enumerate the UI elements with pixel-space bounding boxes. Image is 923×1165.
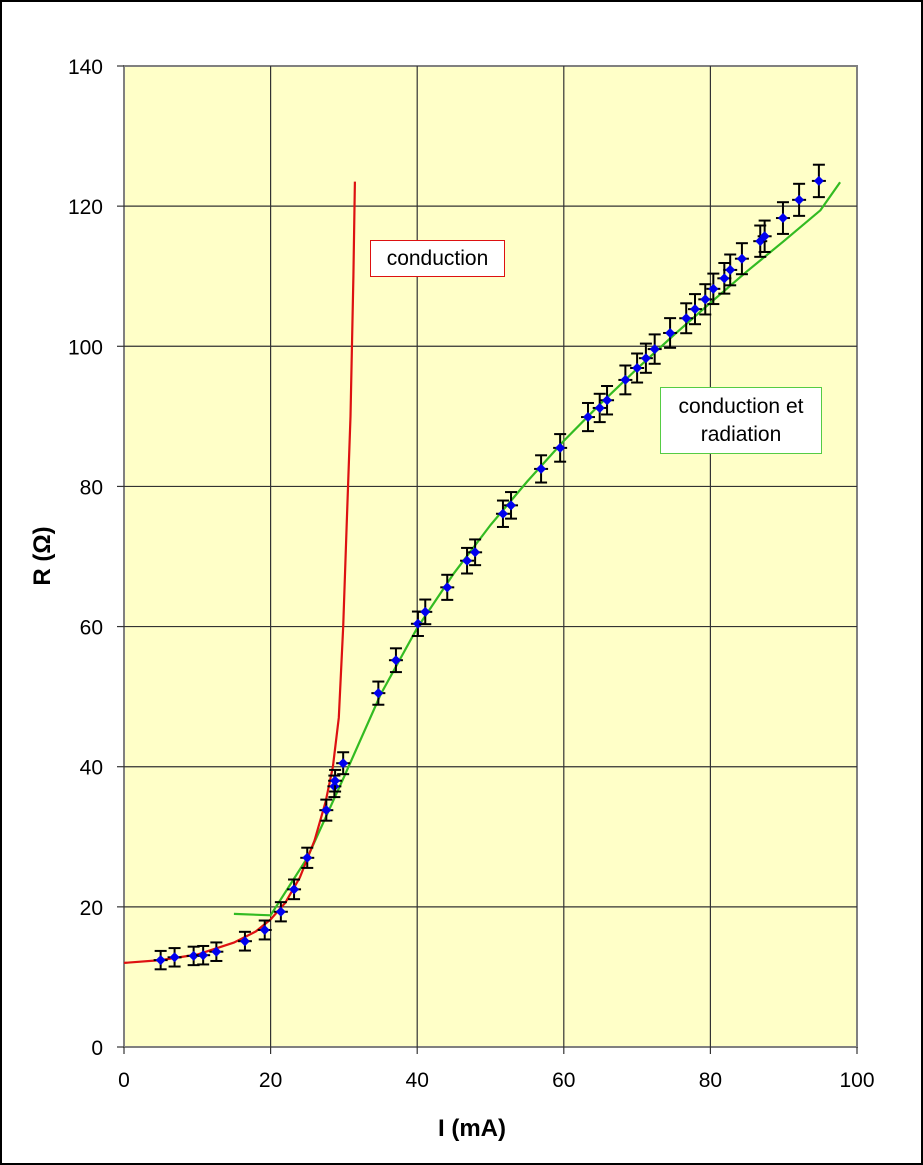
annotation-conduction: conduction: [370, 240, 505, 277]
y-tick-label: 140: [68, 56, 103, 79]
data-point: [167, 947, 182, 968]
gridlines: [124, 66, 857, 1047]
data-point: [706, 272, 721, 306]
x-tick-label: 40: [406, 1069, 429, 1092]
x-tick-label: 0: [118, 1069, 130, 1092]
data-point: [388, 647, 403, 674]
data-point: [663, 317, 678, 349]
data-point: [418, 598, 433, 626]
data-point: [371, 680, 386, 706]
data-point: [775, 201, 790, 235]
y-axis-title: R (Ω): [29, 526, 56, 585]
data-point: [153, 949, 168, 971]
plot-area: [123, 65, 858, 1048]
data-point: [287, 878, 302, 901]
data-point: [757, 219, 772, 253]
data-point: [336, 751, 351, 776]
data-point: [698, 283, 713, 316]
data-point: [468, 538, 483, 567]
annotation-conduction-radiation: conduction et radiation: [660, 387, 822, 454]
x-axis-title: I (mA): [438, 1115, 506, 1142]
y-tick-label: 40: [80, 757, 103, 780]
data-point: [495, 499, 510, 528]
x-tick-label: 80: [699, 1069, 722, 1092]
data-point: [319, 798, 334, 822]
data-point: [679, 302, 694, 335]
data-point: [618, 364, 633, 396]
y-tick-label: 80: [80, 476, 103, 499]
y-tick-label: 0: [91, 1037, 103, 1060]
x-tick-label: 60: [552, 1069, 575, 1092]
axis-ticks: [117, 65, 858, 1054]
conduction-curve: [123, 181, 356, 964]
data-point: [688, 293, 703, 326]
x-tick-label: 20: [259, 1069, 282, 1092]
x-tick-labels: 0 20 40 60 80 100: [118, 1069, 874, 1092]
data-point: [811, 163, 826, 199]
data-point: [600, 385, 615, 416]
data-point: [647, 333, 662, 365]
data-point: [196, 944, 211, 966]
data-point: [440, 573, 455, 601]
y-tick-label: 120: [68, 196, 103, 219]
y-tick-labels: 0 20 40 60 80 100 120 140: [68, 56, 103, 1060]
data-point: [592, 392, 607, 424]
data-point: [734, 242, 749, 276]
data-point: [328, 768, 343, 793]
data-point: [717, 261, 732, 295]
data-point: [460, 546, 475, 575]
data-point: [300, 846, 315, 869]
y-tick-label: 20: [80, 897, 103, 920]
data-point: [534, 454, 549, 484]
data-point: [580, 401, 595, 433]
data-point: [237, 930, 252, 952]
data-point: [209, 941, 224, 962]
x-tick-label: 100: [839, 1069, 874, 1092]
data-point: [723, 253, 738, 287]
data-point: [638, 342, 653, 374]
data-point: [257, 919, 272, 941]
data-point: [792, 182, 807, 217]
data-point: [504, 491, 519, 520]
data-point: [630, 352, 645, 384]
y-tick-label: 60: [80, 617, 103, 640]
data-point: [410, 610, 425, 637]
data-points: [153, 163, 826, 971]
data-point: [273, 901, 288, 923]
data-point: [553, 433, 568, 463]
y-tick-label: 100: [68, 336, 103, 359]
